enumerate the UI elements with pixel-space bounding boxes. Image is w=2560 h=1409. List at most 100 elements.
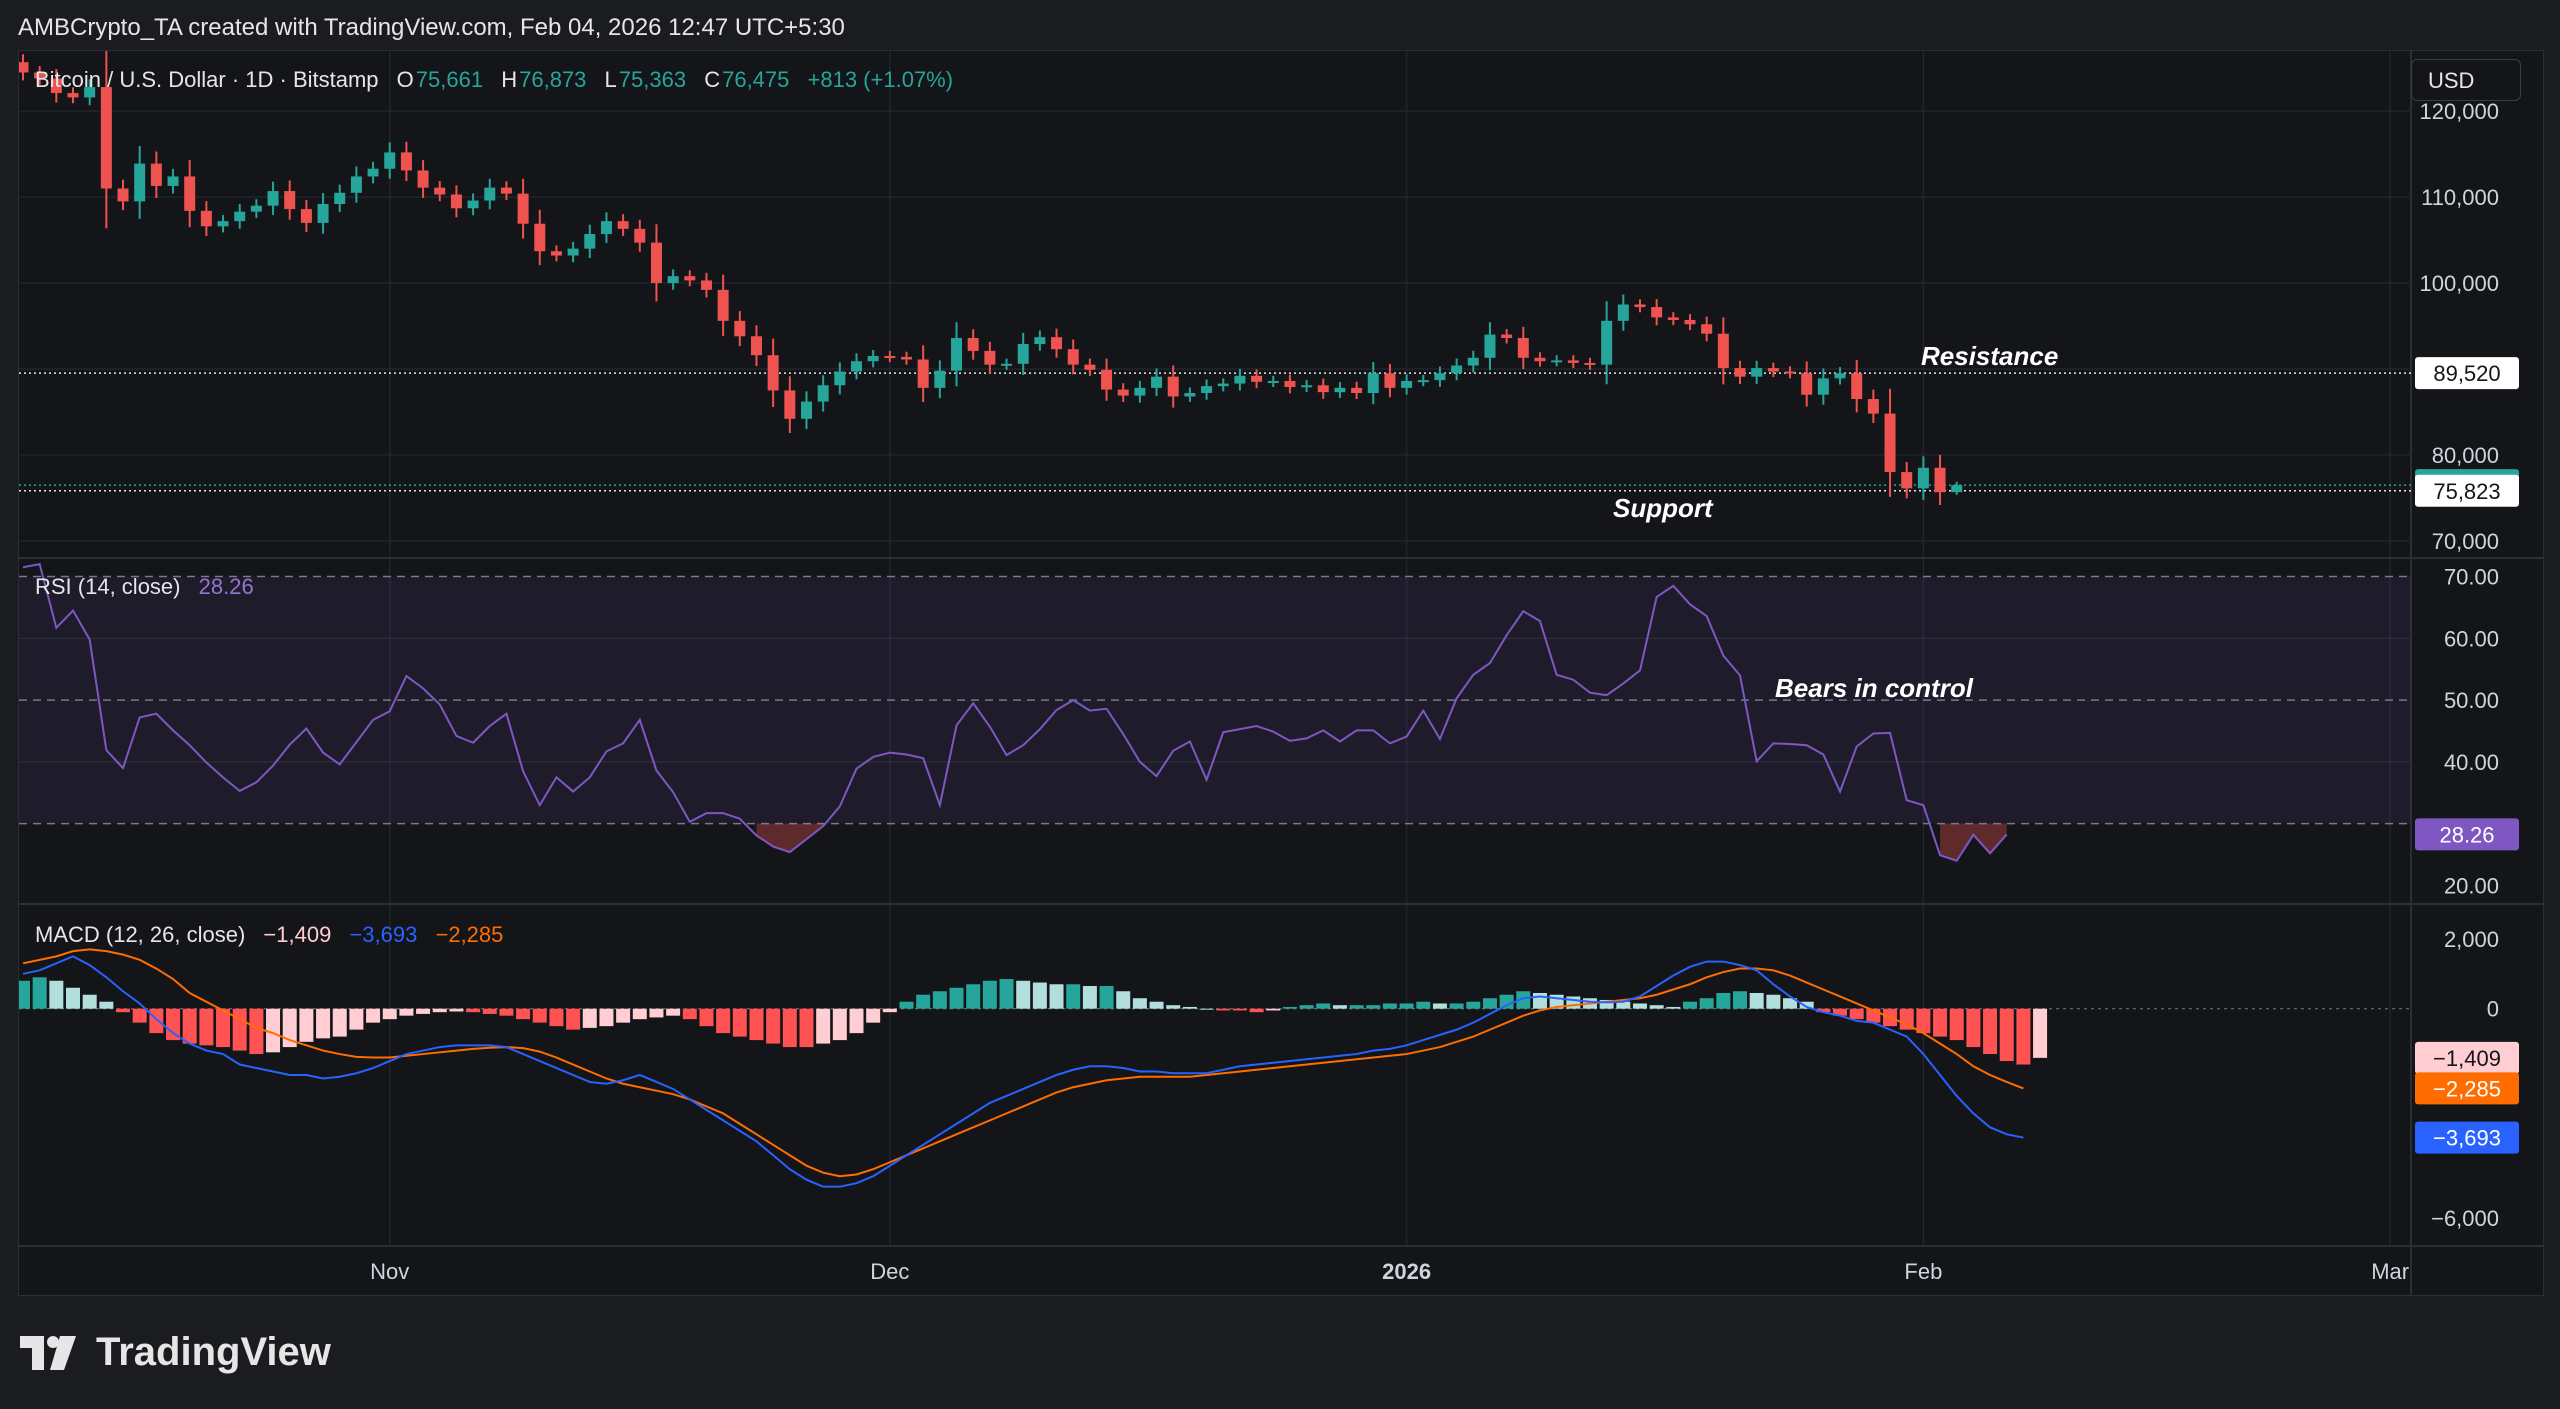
macd-histogram-bar <box>732 1008 747 1037</box>
macd-histogram-bar <box>1766 994 1781 1009</box>
macd-histogram-bar <box>1032 982 1047 1009</box>
candle-body <box>1534 357 1546 362</box>
macd-histogram-bar <box>782 1008 797 1048</box>
candle-body <box>700 280 712 290</box>
macd-histogram-bar <box>1299 1005 1314 1009</box>
macd-histogram-bar <box>382 1008 397 1020</box>
rsi-oversold-fill <box>756 823 824 853</box>
price-tick: 80,000 <box>2432 443 2499 468</box>
currency-button[interactable]: USD <box>2411 59 2521 101</box>
close-label: C <box>704 67 721 92</box>
rsi-axis: 70.00 60.00 50.00 40.00 20.00 28.26 <box>2415 565 2519 898</box>
candle-body <box>1067 349 1079 365</box>
rsi-name: RSI (14, close) <box>35 574 181 599</box>
macd-histogram-bar <box>332 1008 347 1037</box>
candle-body <box>1084 364 1096 370</box>
macd-histogram-bar <box>1082 986 1097 1009</box>
macd-histogram-bar <box>616 1008 631 1023</box>
candle-body <box>1867 399 1879 414</box>
tradingview-logo[interactable]: TradingView <box>20 1330 331 1375</box>
symbol-legend: Bitcoin / U.S. Dollar · 1D · Bitstamp O7… <box>35 67 955 93</box>
candle-body <box>1484 334 1496 358</box>
macd-histogram-bar <box>1182 1006 1197 1009</box>
candle-body <box>467 200 479 209</box>
macd-histogram-bar <box>866 1008 881 1023</box>
candle-body <box>1584 362 1596 365</box>
macd-histogram-bar <box>1466 1001 1481 1009</box>
support-price-label: 75,823 <box>2433 479 2500 504</box>
candle-body <box>134 163 146 202</box>
rsi-tick: 40.00 <box>2444 750 2499 775</box>
chart-canvas[interactable]: 120,000110,000100,00090,00080,00070,0008… <box>19 51 2543 1295</box>
macd-histogram-bar <box>1999 1008 2014 1062</box>
candle-body <box>50 78 62 94</box>
macd-histogram-bar <box>982 980 997 1009</box>
macd-histogram-bar <box>416 1008 431 1014</box>
macd-histogram-bar <box>1599 999 1614 1009</box>
macd-histogram-bar <box>882 1008 897 1013</box>
candle-body <box>434 187 446 195</box>
macd-histogram-bar <box>849 1008 864 1034</box>
close-value: 76,475 <box>722 67 790 92</box>
candle-body <box>800 401 812 419</box>
candle-body <box>384 152 396 169</box>
time-label-dec: Dec <box>870 1259 909 1284</box>
macd-histogram-bar <box>116 1008 131 1013</box>
macd-histogram-bar <box>1733 991 1748 1009</box>
macd-histogram-bar <box>99 1001 114 1009</box>
candle-body <box>867 356 879 362</box>
macd-histogram-bar <box>632 1008 647 1020</box>
rsi-tick: 50.00 <box>2444 688 2499 713</box>
macd-histogram-bar <box>532 1008 547 1023</box>
macd-tick: 0 <box>2487 997 2499 1022</box>
macd-histogram-bar <box>1199 1008 1214 1010</box>
price-axis: 120,000110,000100,00090,00080,00070,0008… <box>2415 99 2519 554</box>
candle-body <box>1334 387 1346 393</box>
candle-body <box>1367 373 1379 394</box>
candle-body <box>300 209 312 223</box>
candle-body <box>1051 337 1063 350</box>
chart-area[interactable]: 120,000110,000100,00090,00080,00070,0008… <box>18 50 2544 1296</box>
candle-body <box>684 276 696 281</box>
candle-body <box>1734 368 1746 377</box>
macd-histogram-bar <box>1833 1008 1848 1016</box>
candle-body <box>951 338 963 371</box>
candle-body <box>984 350 996 365</box>
candle-body <box>1034 337 1046 345</box>
macd-signal-value: −2,285 <box>435 922 504 947</box>
macd-histogram-bar <box>916 994 931 1009</box>
macd-histogram-bar <box>1116 991 1131 1009</box>
low-value: 75,363 <box>618 67 687 92</box>
time-label-mar: Mar <box>2371 1259 2409 1284</box>
macd-histogram-bar <box>1632 1003 1647 1009</box>
candle-body <box>817 385 829 402</box>
tradingview-logo-icon <box>20 1335 76 1370</box>
price-candles <box>19 51 1963 506</box>
resistance-annotation: Resistance <box>1921 341 2058 371</box>
candle-body <box>1251 375 1263 382</box>
macd-line-value: −3,693 <box>349 922 418 947</box>
candle-body <box>1301 385 1313 388</box>
candle-body <box>1817 378 1829 395</box>
time-label-nov: Nov <box>370 1259 409 1284</box>
price-tick: 110,000 <box>2421 185 2499 210</box>
candle-body <box>834 371 846 386</box>
candle-body <box>1001 363 1013 366</box>
macd-signal-label-bg <box>2415 1072 2519 1105</box>
macd-histogram-bar <box>1332 1005 1347 1009</box>
candle-body <box>1901 472 1913 489</box>
resistance-price-label-bg <box>2415 357 2519 390</box>
macd-histogram-bar <box>766 1008 781 1044</box>
macd-histogram-bar <box>2016 1008 2031 1065</box>
macd-histogram-bar <box>1166 1005 1181 1009</box>
macd-signal-label: −2,285 <box>2433 1076 2501 1101</box>
macd-histogram-bar <box>549 1008 564 1027</box>
candle-body <box>1551 360 1563 363</box>
rsi-value: 28.26 <box>198 574 254 599</box>
candle-body <box>1151 376 1163 388</box>
macd-histogram-bar <box>582 1008 597 1028</box>
macd-histogram-bar <box>1666 1006 1681 1009</box>
candle-body <box>1217 383 1229 387</box>
macd-histogram-bar <box>1349 1005 1364 1009</box>
candle-body <box>634 228 646 243</box>
